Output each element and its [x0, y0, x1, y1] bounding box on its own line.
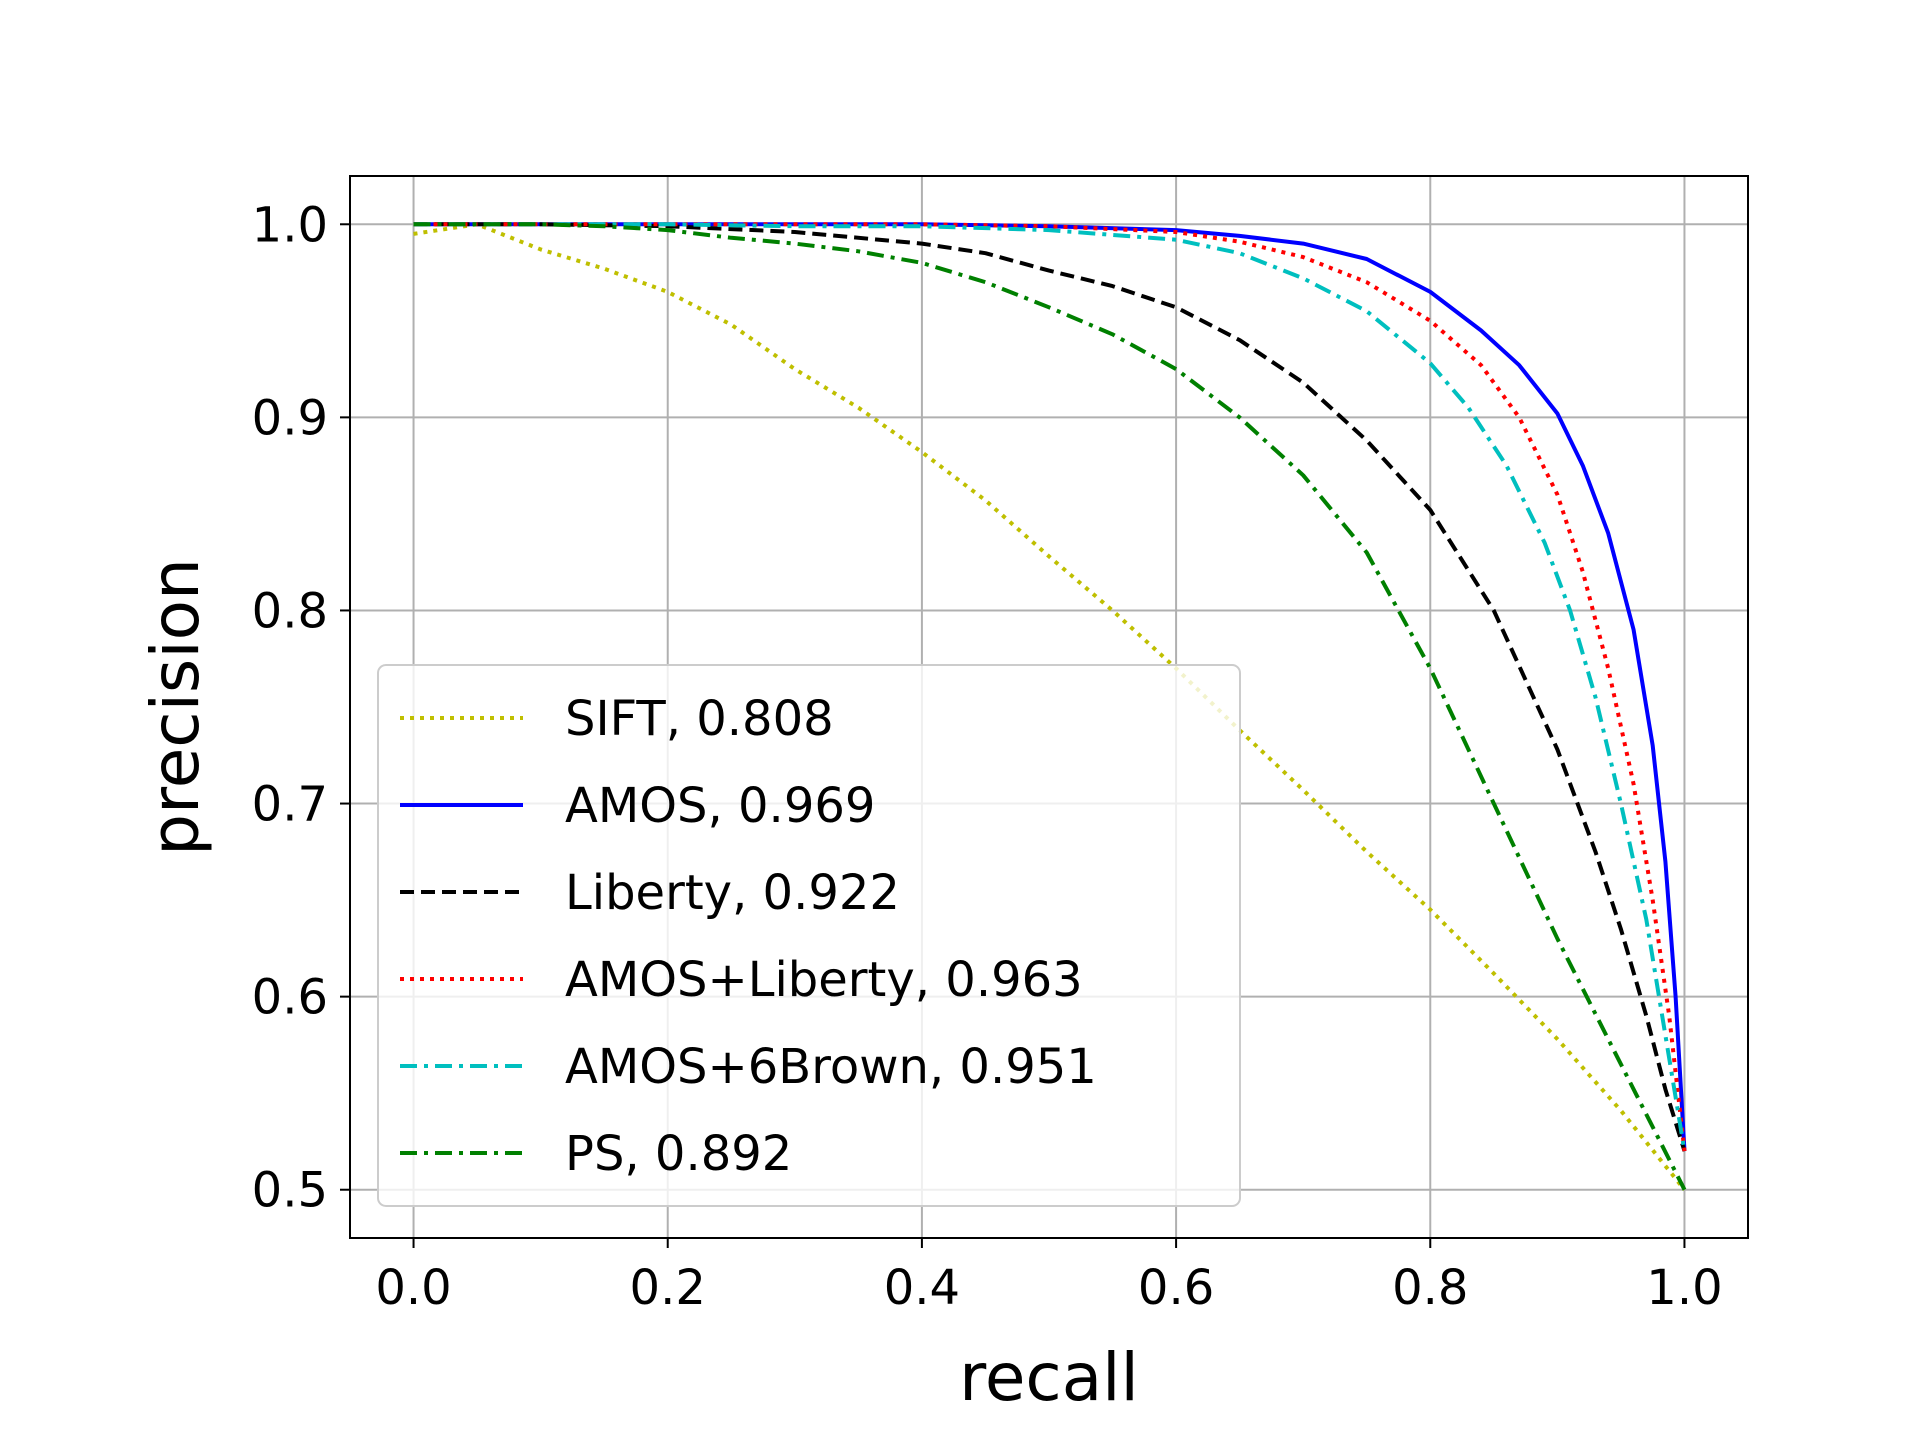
- legend-label-amos-6brown: AMOS+6Brown, 0.951: [565, 1039, 1097, 1095]
- y-tick-label: 0.8: [252, 583, 328, 639]
- y-tick-label: 0.6: [252, 970, 328, 1026]
- legend-label-liberty: Liberty, 0.922: [565, 865, 900, 921]
- x-tick-label: 0.2: [630, 1260, 706, 1316]
- series-line-amos-6brown: [413, 222, 1687, 1152]
- legend-label-amos-liberty: AMOS+Liberty, 0.963: [565, 952, 1083, 1008]
- legend-box: [377, 664, 1241, 1207]
- x-tick-label: 1.0: [1646, 1260, 1722, 1316]
- x-tick-label: 0.0: [375, 1260, 451, 1316]
- series-line-ps: [413, 222, 1687, 1191]
- x-tick-label: 0.6: [1138, 1260, 1214, 1316]
- axis-ticks: 0.0 0.2 0.4 0.6 0.8 1.0 0.5 0.6 0.7 0.8 0.9 1.0: [252, 197, 1723, 1316]
- series-line-liberty: [413, 222, 1687, 1152]
- series-line-amos-liberty: [413, 222, 1687, 1152]
- series-lines: [413, 222, 1687, 1191]
- legend-label-sift: SIFT, 0.808: [565, 691, 834, 747]
- legend-label-ps: PS, 0.892: [565, 1126, 792, 1182]
- y-tick-label: 0.5: [252, 1163, 328, 1219]
- x-tick-label: 0.8: [1392, 1260, 1468, 1316]
- y-tick-label: 0.9: [252, 390, 328, 446]
- x-axis-label: recall: [959, 1339, 1139, 1416]
- x-tick-label: 0.4: [884, 1260, 960, 1316]
- y-axis-label: precision: [137, 558, 214, 856]
- legend: SIFT, 0.808 AMOS, 0.969 Liberty, 0.922 AMOS…: [377, 664, 1241, 1207]
- axes-frame: [349, 175, 1749, 1239]
- y-tick-label: 0.7: [252, 777, 328, 833]
- y-tick-label: 1.0: [252, 197, 328, 253]
- series-line-sift: [413, 222, 1687, 1191]
- legend-label-amos: AMOS, 0.969: [565, 778, 875, 834]
